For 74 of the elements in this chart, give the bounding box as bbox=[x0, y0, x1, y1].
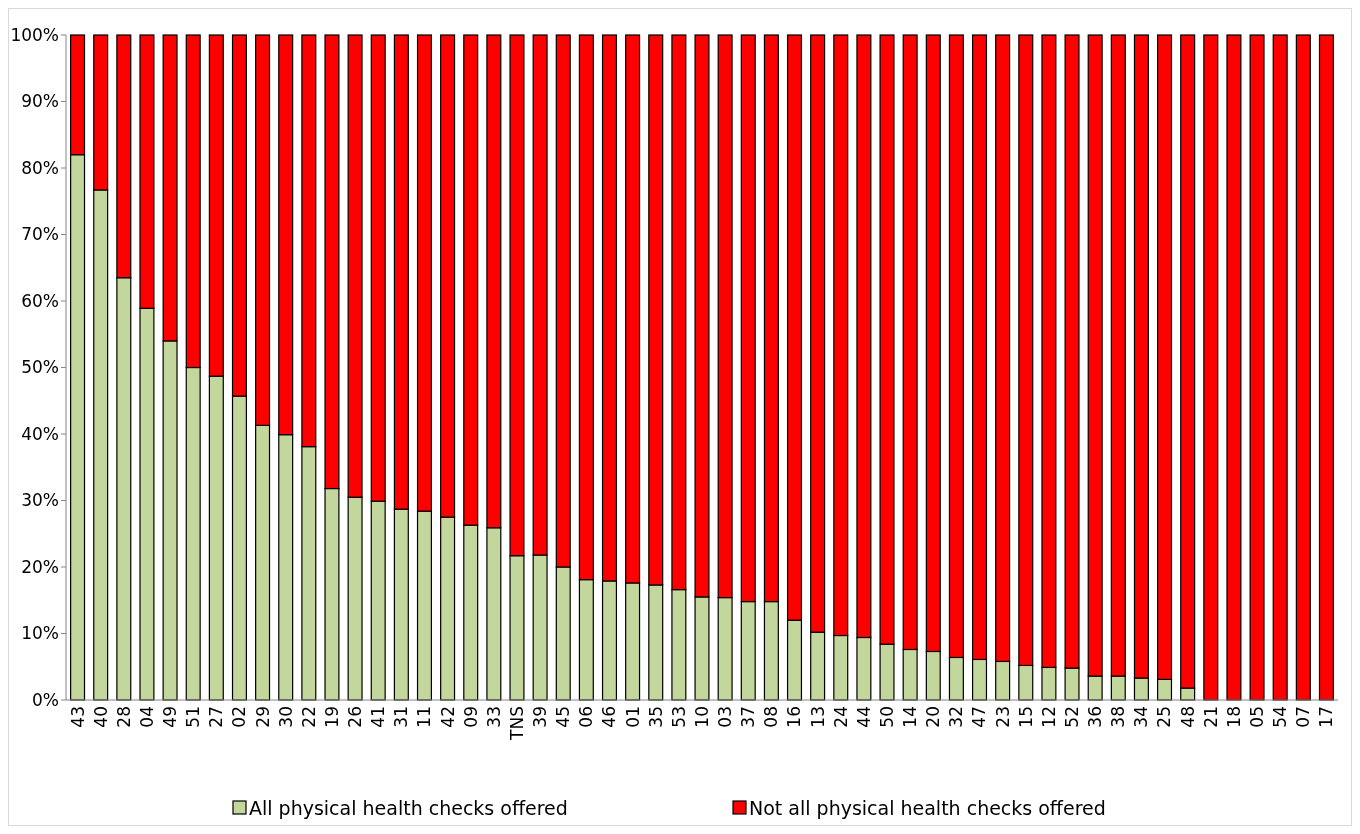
x-tick-label: 24 bbox=[830, 706, 851, 728]
x-tick-label: 35 bbox=[645, 706, 666, 728]
x-tick-label: 54 bbox=[1270, 706, 1291, 728]
x-tick-label: 27 bbox=[206, 706, 227, 728]
x-tick-label: 44 bbox=[853, 706, 874, 728]
bar bbox=[1318, 34, 1334, 701]
x-tick-label: 53 bbox=[668, 706, 689, 728]
bar bbox=[1249, 34, 1265, 701]
x-tick-label: 20 bbox=[923, 706, 944, 728]
bar bbox=[1226, 34, 1242, 701]
x-tick-label: 31 bbox=[391, 706, 412, 728]
x-tick-label: 28 bbox=[113, 706, 134, 728]
x-tick-label: 13 bbox=[807, 706, 828, 728]
y-tick-label: 50% bbox=[21, 357, 59, 378]
x-tick-label: 42 bbox=[437, 706, 458, 728]
x-tick-label: 29 bbox=[252, 706, 273, 728]
x-tick-label: 23 bbox=[992, 706, 1013, 728]
x-tick-label: 37 bbox=[738, 706, 759, 728]
legend-label: Not all physical health checks offered bbox=[749, 796, 1106, 819]
y-tick-label: 90% bbox=[21, 91, 59, 112]
x-tick-label: 14 bbox=[900, 706, 921, 728]
y-tick-label: 0% bbox=[32, 689, 59, 710]
x-tick-label: 05 bbox=[1247, 706, 1267, 728]
x-tick-label: 33 bbox=[483, 706, 504, 728]
y-tick-label: 70% bbox=[21, 224, 59, 245]
x-tick-label: 04 bbox=[136, 706, 157, 728]
x-tick-label: 02 bbox=[229, 706, 250, 728]
x-tick-label: 46 bbox=[599, 706, 620, 728]
x-tick-label: 41 bbox=[368, 706, 389, 728]
x-tick-label: 40 bbox=[90, 706, 111, 728]
x-tick-label: 32 bbox=[946, 706, 967, 728]
y-tick-label: 80% bbox=[21, 157, 59, 178]
x-tick-label: 12 bbox=[1038, 706, 1059, 728]
x-tick-label: 50 bbox=[876, 706, 897, 728]
bar bbox=[1272, 34, 1288, 701]
y-tick-label: 40% bbox=[21, 423, 59, 444]
x-tick-label: 06 bbox=[576, 706, 597, 728]
x-tick-label: 26 bbox=[345, 706, 366, 728]
x-tick-label: 19 bbox=[321, 706, 342, 728]
x-tick-label: 45 bbox=[553, 706, 574, 728]
x-tick-label: 25 bbox=[1154, 706, 1175, 728]
x-tick-label: 21 bbox=[1200, 706, 1221, 728]
x-tick-label: 52 bbox=[1061, 706, 1082, 728]
bar bbox=[1295, 34, 1311, 701]
x-tick-label: 43 bbox=[67, 706, 88, 728]
bar bbox=[1203, 34, 1219, 701]
y-tick-label: 60% bbox=[21, 290, 59, 311]
x-tick-label: 47 bbox=[969, 706, 990, 728]
x-tick-label: 49 bbox=[160, 706, 181, 728]
x-tick-label: 17 bbox=[1316, 706, 1337, 728]
x-tick-label: 22 bbox=[298, 706, 319, 728]
x-tick-label: 11 bbox=[414, 706, 435, 728]
y-tick-label: 10% bbox=[21, 623, 59, 644]
x-tick-label: 39 bbox=[530, 706, 551, 728]
x-tick-label: 18 bbox=[1223, 706, 1244, 728]
x-tick-label: 09 bbox=[460, 706, 481, 728]
x-tick-label: 36 bbox=[1085, 706, 1106, 728]
x-tick-label: 15 bbox=[1015, 706, 1036, 728]
x-tick-label: TNS bbox=[506, 706, 527, 741]
y-tick-label: 100% bbox=[10, 24, 59, 45]
y-tick-label: 20% bbox=[21, 556, 59, 577]
x-tick-label: 01 bbox=[622, 706, 643, 728]
x-tick-label: 34 bbox=[1131, 706, 1152, 728]
x-tick-label: 30 bbox=[275, 706, 296, 728]
x-tick-label: 10 bbox=[691, 706, 712, 728]
x-tick-label: 38 bbox=[1108, 706, 1129, 728]
y-tick-label: 30% bbox=[21, 490, 59, 511]
x-tick-label: 08 bbox=[761, 706, 782, 728]
x-tick-label: 51 bbox=[183, 706, 204, 728]
x-tick-label: 16 bbox=[784, 706, 805, 728]
x-tick-label: 48 bbox=[1177, 706, 1198, 728]
legend-label: All physical health checks offered bbox=[249, 796, 568, 819]
x-tick-label: 03 bbox=[715, 706, 736, 728]
x-tick-label: 07 bbox=[1293, 706, 1314, 728]
